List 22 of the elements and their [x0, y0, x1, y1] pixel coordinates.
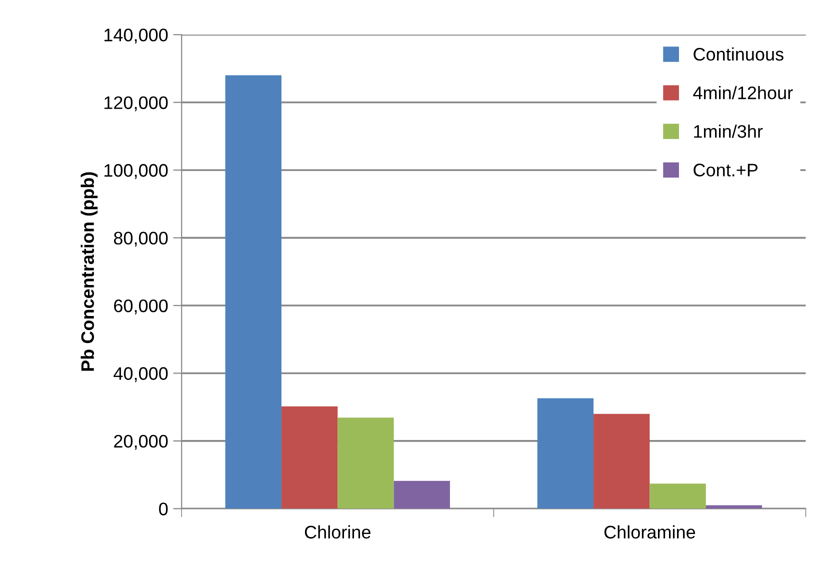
y-tick-label: 80,000	[114, 232, 168, 247]
x-tick-label: Chlorine	[304, 525, 370, 539]
y-tick-label: 120,000	[104, 96, 168, 112]
y-axis-title: Pb Concentration (ppb)	[80, 172, 98, 371]
bar	[594, 414, 650, 509]
bar	[225, 75, 282, 509]
legend-label: 4min/12hour	[693, 86, 793, 100]
bar	[394, 480, 450, 509]
legend-label: 1min/3hr	[694, 124, 763, 138]
y-tick-label: 100,000	[104, 164, 168, 179]
legend-label: Continuous	[694, 47, 784, 61]
legend-label: Cont.+P	[694, 164, 758, 176]
y-tick-label: 0	[159, 502, 168, 516]
y-tick-label: 20,000	[114, 434, 168, 450]
y-tick-label: 60,000	[114, 299, 168, 314]
bar	[338, 418, 394, 509]
y-tick-label: 140,000	[104, 28, 168, 44]
bar	[537, 398, 594, 509]
x-tick-label: Chloramine	[604, 525, 696, 539]
bar	[650, 484, 706, 509]
y-tick-label: 40,000	[114, 367, 168, 382]
bar	[281, 406, 338, 509]
